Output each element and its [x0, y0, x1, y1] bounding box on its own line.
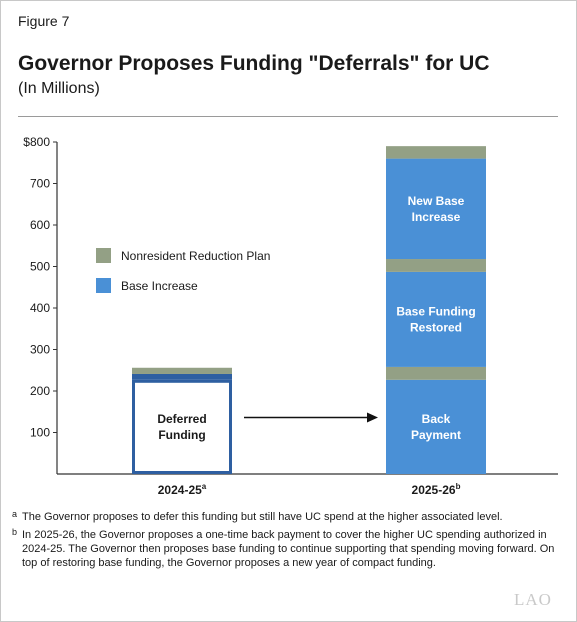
bar-segment — [386, 271, 486, 367]
y-tick-label: 400 — [30, 301, 50, 315]
bar-segment — [386, 146, 486, 159]
chart-subtitle: (In Millions) — [18, 80, 100, 97]
y-tick-label: 600 — [30, 218, 50, 232]
footnote-text: The Governor proposes to defer this fund… — [22, 511, 503, 523]
legend-swatch — [96, 278, 111, 293]
y-tick-label: 700 — [30, 177, 50, 191]
bar-segment-label: Restored — [410, 320, 462, 334]
legend-swatch — [96, 248, 111, 263]
bar-segment — [386, 259, 486, 272]
footnote-text: In 2025-26, the Governor proposes a one-… — [22, 529, 555, 569]
chart-title: Governor Proposes Funding "Deferrals" fo… — [18, 52, 490, 75]
bar-segment-label: Payment — [411, 428, 461, 442]
footnotes: a The Governor proposes to defer this fu… — [12, 509, 567, 574]
legend-label: Nonresident Reduction Plan — [121, 249, 270, 263]
y-tick-label: $800 — [23, 135, 50, 149]
y-tick-label: 200 — [30, 384, 50, 398]
y-tick-label: 100 — [30, 426, 50, 440]
bar-segment — [386, 379, 486, 474]
bar-segment — [386, 158, 486, 260]
bar-segment — [132, 379, 232, 475]
bar-segment-label: Funding — [158, 428, 205, 442]
legend-label: Base Increase — [121, 279, 198, 293]
bar-segment — [132, 373, 232, 380]
x-tick-superscript: a — [202, 482, 207, 491]
figure-label: Figure 7 — [18, 13, 70, 29]
footnote-b: b In 2025-26, the Governor proposes a on… — [12, 527, 567, 570]
footnote-a: a The Governor proposes to defer this fu… — [12, 509, 567, 524]
footnote-marker: b — [12, 527, 18, 537]
y-tick-label: 500 — [30, 260, 50, 274]
bar-segment — [386, 366, 486, 380]
bar-segment — [132, 367, 232, 374]
bar-segment-label: Deferred — [157, 412, 206, 426]
x-tick-label: 2024-25a — [158, 482, 207, 497]
arrow-head — [367, 412, 378, 423]
x-tick-superscript: b — [456, 482, 461, 491]
lao-logo: LAO — [514, 590, 552, 609]
x-tick-label: 2025-26b — [412, 482, 461, 497]
y-tick-label: 300 — [30, 343, 50, 357]
title-divider — [18, 116, 558, 117]
bar-segment-label: Base Funding — [396, 304, 475, 318]
footnote-marker: a — [12, 509, 18, 519]
bar-segment-label: Increase — [412, 210, 461, 224]
bar-segment-label: Back — [422, 412, 451, 426]
bar-segment-label: New Base — [408, 194, 465, 208]
